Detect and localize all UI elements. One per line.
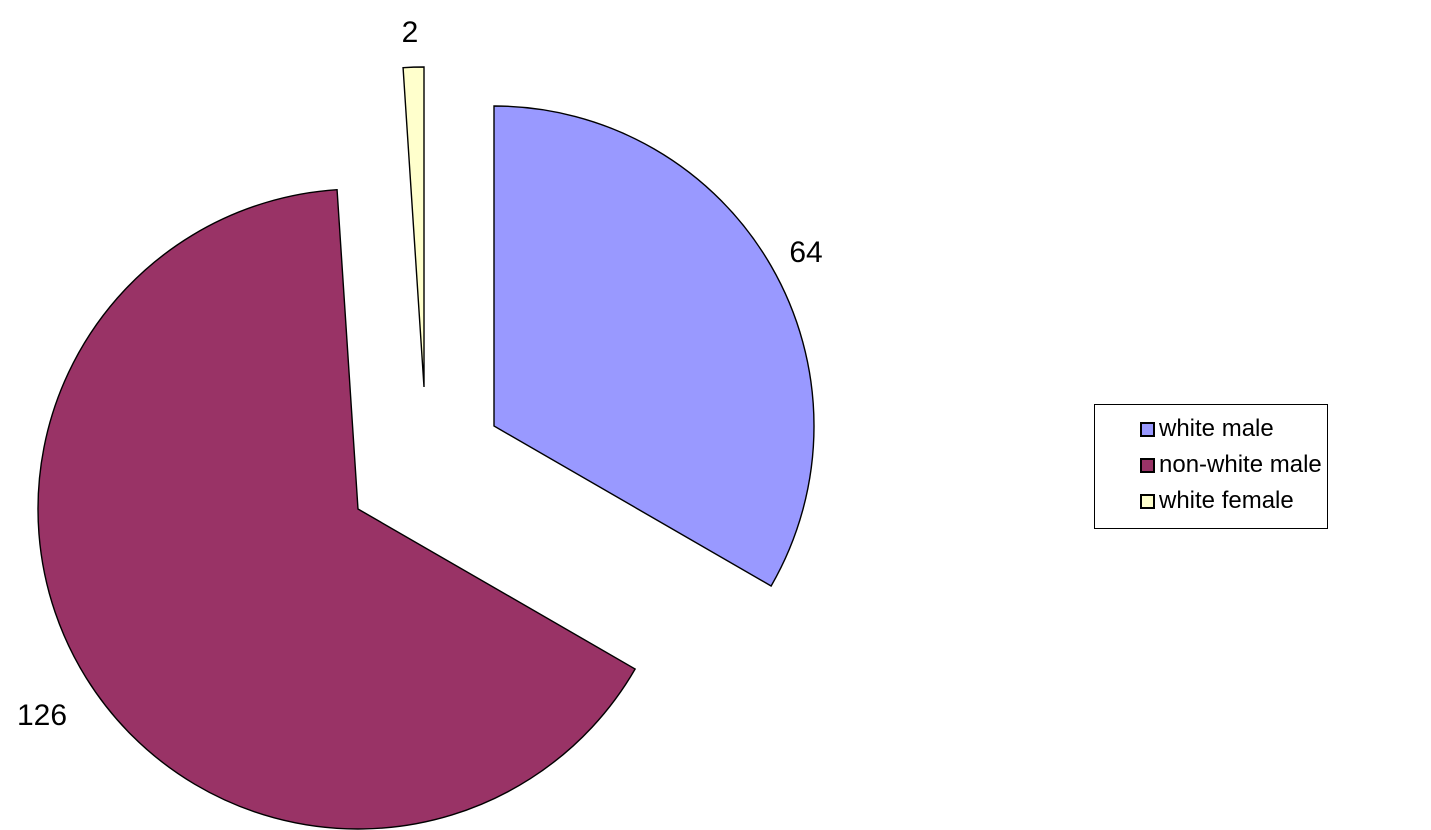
legend-swatch-white-female xyxy=(1140,493,1155,509)
data-label-white-male: 64 xyxy=(789,236,822,269)
legend-item-white-female: white female xyxy=(1095,483,1327,519)
pie-slices xyxy=(37,66,815,830)
data-label-white-female: 2 xyxy=(402,16,419,49)
legend-swatch-white-male xyxy=(1140,421,1155,437)
legend-label-white-female: white female xyxy=(1159,487,1294,514)
legend-swatch-non-white-male xyxy=(1140,457,1155,473)
pie-slice-white-female xyxy=(402,66,425,388)
pie-slice-non-white-male xyxy=(37,188,637,830)
legend: white male non-white male white female xyxy=(1094,404,1328,529)
data-label-non-white-male: 126 xyxy=(17,699,67,732)
pie-data-labels: 64 126 2 xyxy=(17,16,823,732)
pie-slice-white-male xyxy=(493,105,815,587)
legend-label-white-male: white male xyxy=(1159,415,1274,442)
legend-item-white-male: white male xyxy=(1095,411,1327,447)
legend-label-non-white-male: non-white male xyxy=(1159,451,1322,478)
legend-item-non-white-male: non-white male xyxy=(1095,447,1327,483)
